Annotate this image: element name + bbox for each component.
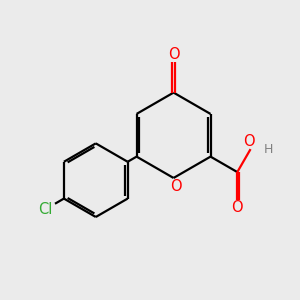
Text: O: O [170, 179, 182, 194]
Text: H: H [263, 142, 273, 156]
Text: O: O [232, 200, 243, 215]
Text: O: O [168, 47, 179, 62]
Text: Cl: Cl [38, 202, 52, 217]
Text: O: O [243, 134, 255, 149]
